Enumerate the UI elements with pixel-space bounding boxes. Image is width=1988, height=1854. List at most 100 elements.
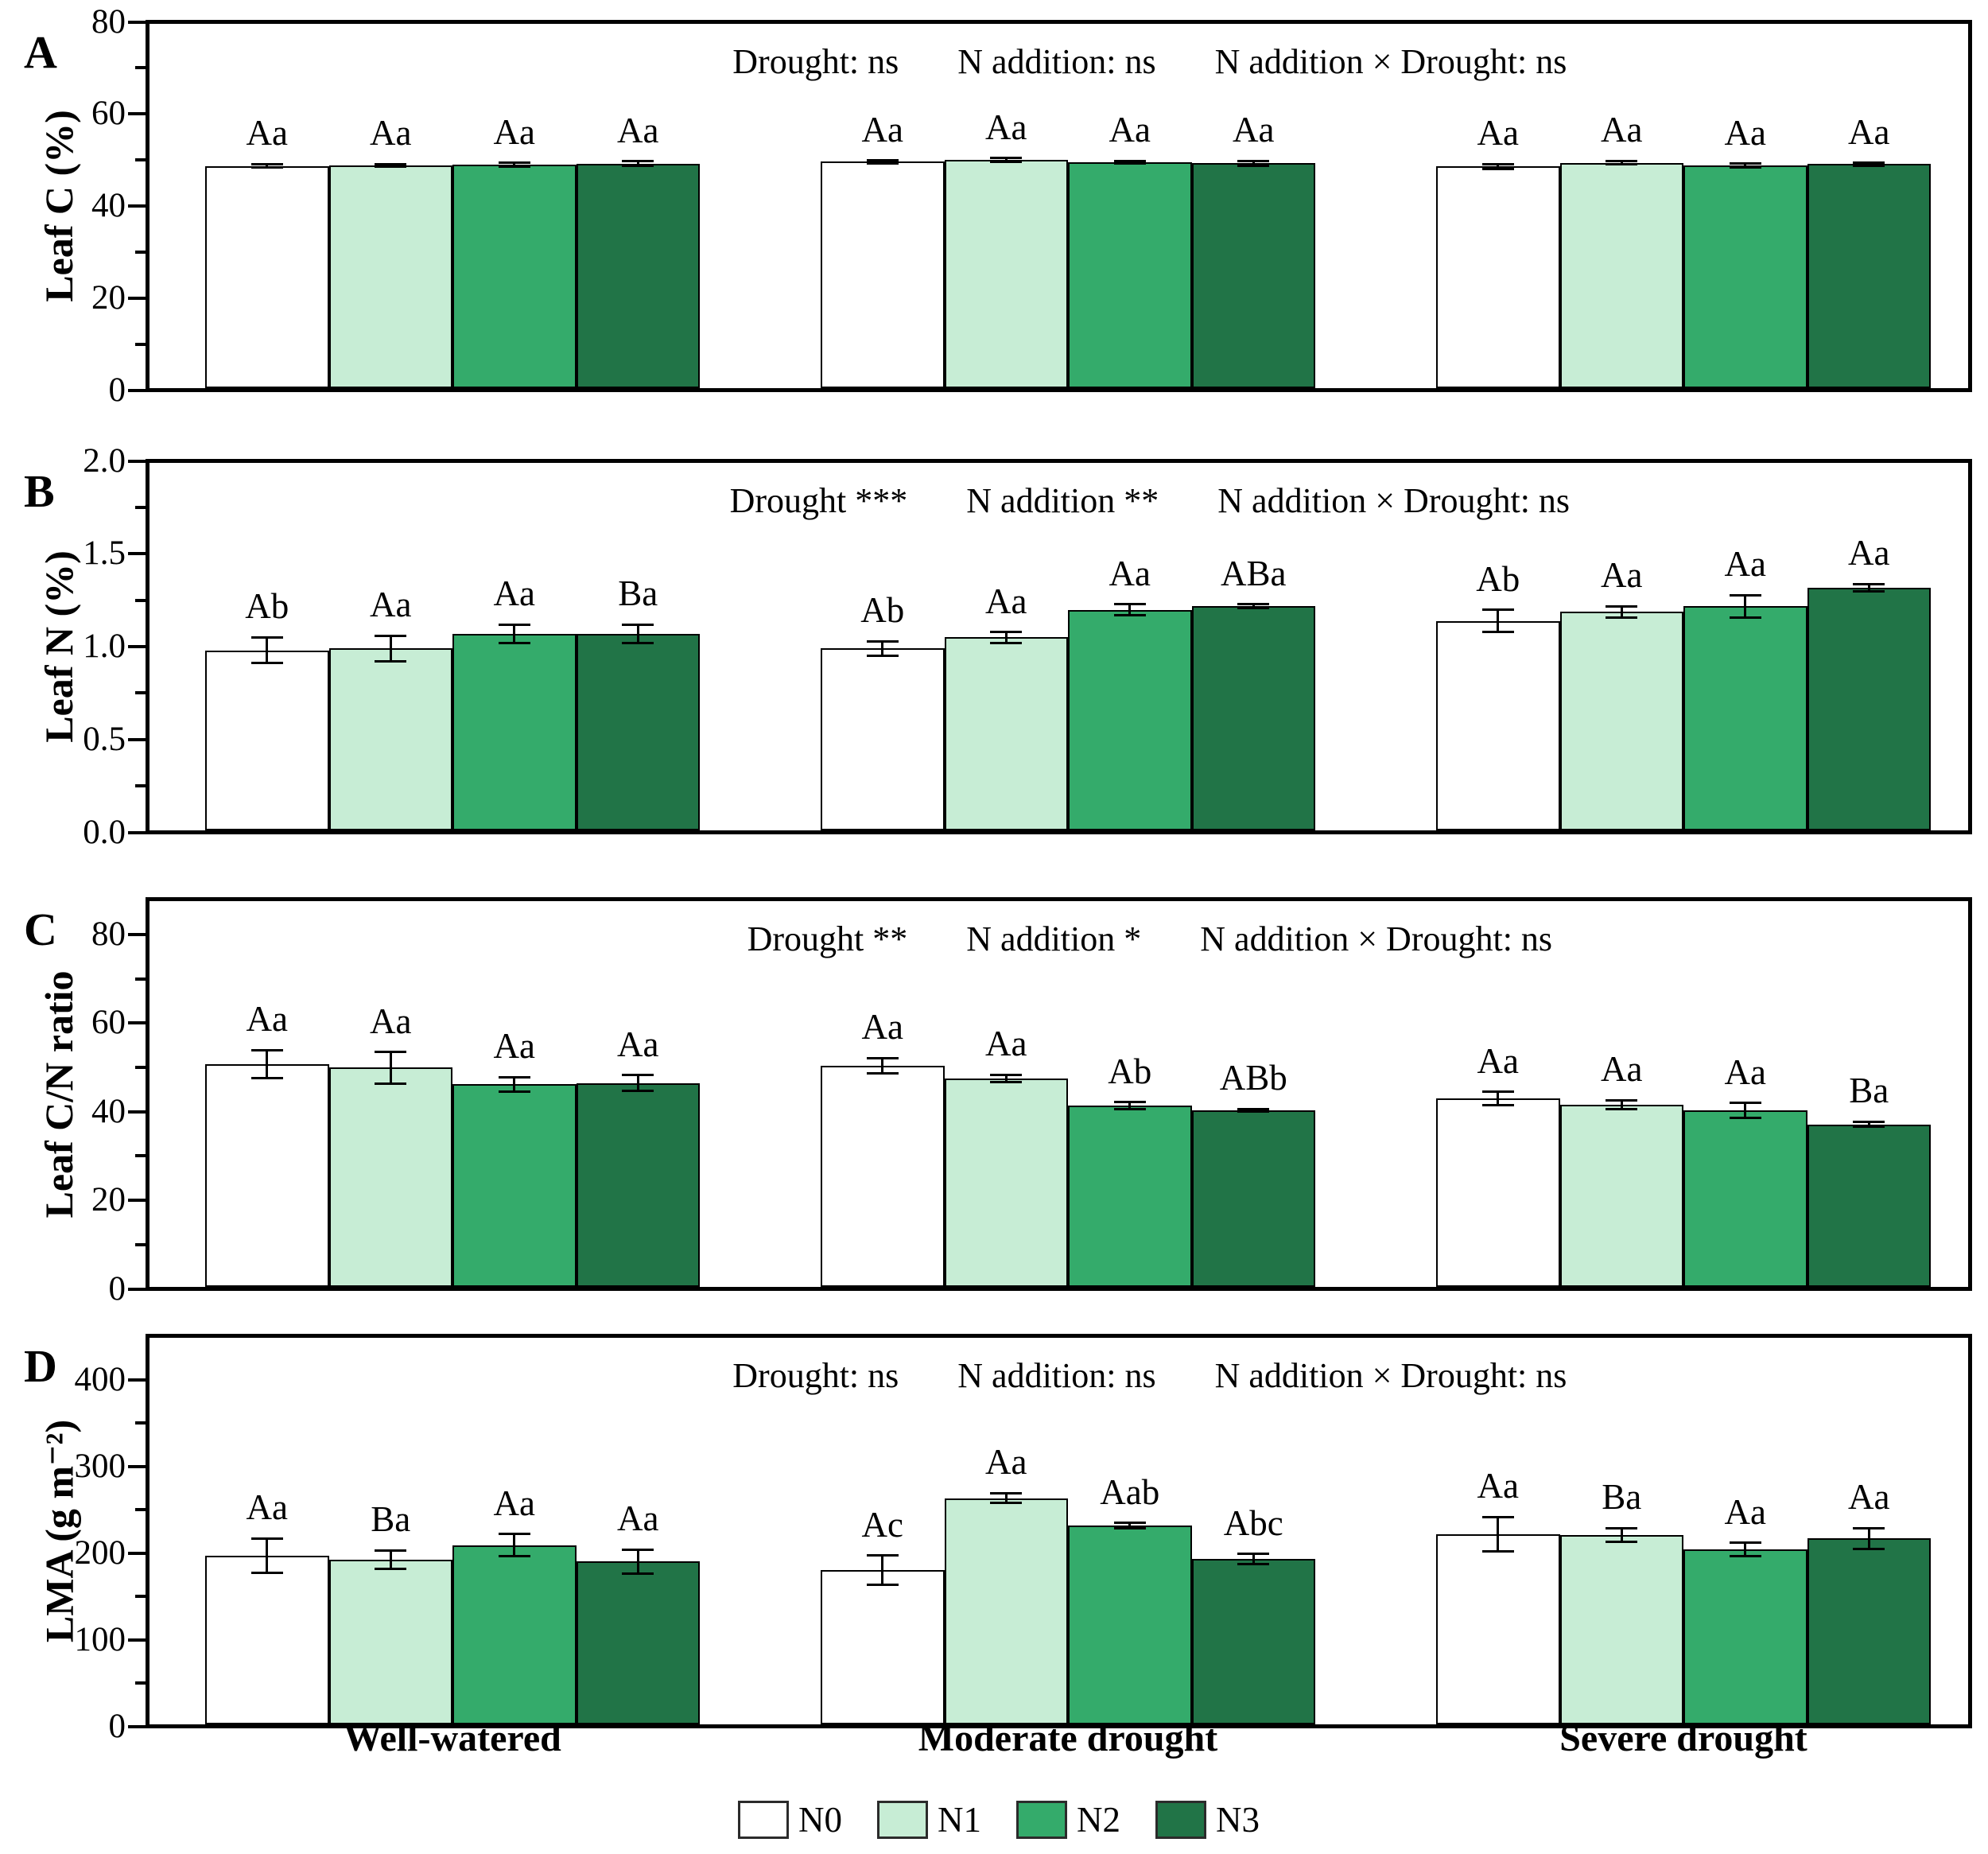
y-minor-tick (135, 598, 146, 602)
legend: N0 N1 N2 N3 (738, 1799, 1260, 1840)
error-bar (513, 624, 516, 643)
y-tick-label: 60 (91, 95, 126, 133)
error-bar (389, 635, 392, 662)
y-tick-label: 20 (91, 278, 126, 317)
bar-n0-group3 (1436, 1098, 1560, 1287)
y-tick-label: 200 (74, 1533, 126, 1572)
error-bar-cap (1237, 1110, 1270, 1114)
sig-label: Ab (860, 590, 905, 631)
x-group-label-2: Moderate drought (918, 1717, 1218, 1759)
bar-n2-group2 (1068, 1106, 1192, 1287)
error-bar-cap (622, 1572, 654, 1575)
error-bar-cap (1729, 1541, 1761, 1545)
y-tick-label: 40 (91, 1092, 126, 1130)
annotation-drought-b: Drought *** (729, 481, 908, 520)
error-bar-cap (1113, 159, 1146, 162)
error-bar (881, 641, 884, 656)
bar-n3-group2 (1191, 1559, 1315, 1724)
bar-n1-group1 (328, 165, 452, 388)
error-bar-cap (1606, 159, 1638, 162)
error-bar (881, 1058, 884, 1074)
error-bar-cap (866, 655, 899, 658)
y-major-tick (128, 1551, 146, 1555)
panel-d-annotation: Drought: ns N addition: ns N addition × Dr… (732, 1355, 1567, 1396)
error-bar-cap (1606, 1098, 1638, 1102)
bar-n2-group3 (1683, 606, 1807, 830)
error-bar-cap (1237, 164, 1270, 167)
error-bar (1128, 1522, 1132, 1529)
y-major-tick (128, 112, 146, 116)
error-bar (1867, 584, 1870, 592)
error-bar-cap (375, 1051, 407, 1054)
error-bar (1128, 161, 1132, 164)
error-bar (1867, 1121, 1870, 1127)
annotation-n-addition-a: N addition: ns (957, 42, 1156, 81)
error-bar (1004, 1075, 1008, 1082)
bar-n3-group2 (1191, 163, 1315, 388)
error-bar-cap (866, 161, 899, 165)
error-bar-cap (1113, 162, 1146, 165)
bar-n1-group3 (1559, 612, 1683, 830)
error-bar (1128, 604, 1132, 616)
error-bar-cap (1481, 1549, 1514, 1553)
sig-label: ABb (1219, 1058, 1287, 1098)
error-bar (1620, 161, 1623, 165)
legend-swatch-n2 (1016, 1801, 1067, 1839)
y-minor-tick (135, 1508, 146, 1512)
y-major-tick (128, 1021, 146, 1025)
error-bar-cap (250, 1571, 283, 1574)
sig-label: Aab (1100, 1471, 1160, 1512)
error-bar-cap (622, 623, 654, 626)
sig-label: Aa (1724, 1051, 1766, 1092)
legend-swatch-n1 (877, 1801, 928, 1839)
annotation-interaction-d: N addition × Drought: ns (1214, 1356, 1567, 1395)
bar-n3-group1 (576, 1561, 700, 1724)
sig-label: Aa (246, 999, 288, 1040)
sig-label: Ba (1849, 1071, 1889, 1111)
sig-label: Ab (245, 586, 289, 627)
error-bar-cap (990, 1502, 1023, 1505)
bar-n3-group2 (1191, 1110, 1315, 1287)
error-bar (1128, 1102, 1132, 1110)
bar-n3-group1 (576, 1082, 700, 1287)
error-bar (1497, 609, 1500, 632)
y-major-tick (128, 1724, 146, 1728)
bar-n3-group1 (576, 633, 700, 830)
y-tick-label: 60 (91, 1004, 126, 1042)
legend-item-n3: N3 (1155, 1799, 1260, 1840)
annotation-interaction-b: N addition × Drought: ns (1217, 481, 1571, 520)
y-minor-tick (135, 342, 146, 346)
error-bar (389, 1051, 392, 1084)
error-bar-cap (1853, 582, 1885, 585)
error-bar (1004, 157, 1008, 162)
sig-label: Aa (985, 1024, 1027, 1064)
error-bar-cap (1113, 1522, 1146, 1525)
sig-label: Aa (985, 1442, 1027, 1483)
error-bar-cap (1729, 165, 1761, 169)
error-bar-cap (1729, 1116, 1761, 1119)
y-tick-label: 1.0 (83, 628, 126, 665)
error-bar-cap (1113, 1101, 1146, 1104)
error-bar (636, 624, 639, 643)
error-bar-cap (866, 1583, 899, 1586)
error-bar-cap (375, 1568, 407, 1571)
error-bar-cap (375, 162, 407, 165)
panel-c-plot: Drought ** N addition * N addition × Droug… (146, 897, 1972, 1291)
y-tick-label: 300 (74, 1447, 126, 1485)
sig-label: Aa (1601, 1049, 1643, 1090)
bar-n3-group3 (1807, 588, 1931, 830)
sig-label: Aa (493, 573, 535, 614)
error-bar-cap (622, 641, 654, 644)
x-group-label-3: Severe drought (1559, 1717, 1807, 1759)
y-minor-tick (135, 158, 146, 162)
error-bar (266, 637, 269, 663)
error-bar (1744, 1542, 1747, 1557)
y-minor-tick (135, 66, 146, 70)
bar-n0-group1 (205, 1555, 329, 1724)
error-bar-cap (1606, 616, 1638, 619)
annotation-drought-a: Drought: ns (732, 42, 899, 81)
error-bar (1497, 164, 1500, 169)
error-bar (636, 1549, 639, 1574)
error-bar-cap (1729, 1555, 1761, 1558)
error-bar-cap (1853, 1125, 1885, 1129)
